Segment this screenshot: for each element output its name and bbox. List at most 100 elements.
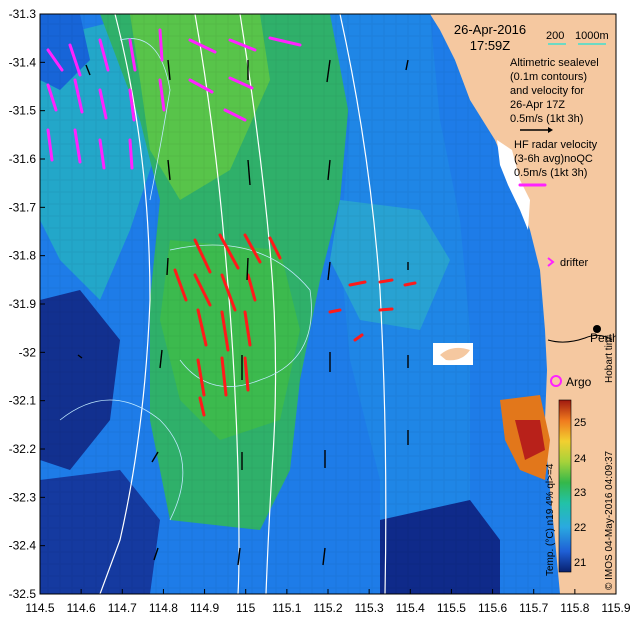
x-tick-label: 114.7 xyxy=(108,601,137,615)
radar-vector xyxy=(198,396,206,417)
radar-vector xyxy=(220,356,228,397)
drifter-legend: drifter xyxy=(547,257,588,269)
drifter-vector xyxy=(228,38,257,52)
isobath-1000-label: 1000m xyxy=(575,30,609,42)
radar-vector xyxy=(193,238,212,274)
rottnest-island xyxy=(440,347,470,361)
y-tick-label: -32.3 xyxy=(9,490,37,504)
radar-legend: HF radar velocity (3-6h avg)noQC 0.5m/s … xyxy=(514,139,598,179)
radar-vector xyxy=(243,310,252,347)
altimetry-scale-arrowhead xyxy=(548,127,553,133)
radar-legend-scale: 0.5m/s (1kt 3h) xyxy=(514,167,587,179)
map-date: 26-Apr-2016 xyxy=(454,22,526,37)
drifter-vector xyxy=(68,43,82,77)
x-tick-label: 115.8 xyxy=(560,601,589,615)
drifter-vector xyxy=(188,78,214,94)
y-tick-label: -31.9 xyxy=(9,297,37,311)
y-tick-label: -32.4 xyxy=(9,539,37,553)
drifter-vector xyxy=(158,78,166,112)
drifter-vector xyxy=(73,78,84,114)
altimetry-vectors xyxy=(77,59,409,566)
isobath-200m xyxy=(194,14,240,594)
x-tick-label: 115.6 xyxy=(478,601,507,615)
drifter-vector xyxy=(228,76,254,90)
radar-vector xyxy=(220,310,230,352)
x-tick-label: 115.2 xyxy=(313,601,342,615)
isobath-200-label: 200 xyxy=(546,30,564,42)
colorbar: 25 24 23 22 21 Temp. (°C) n19 4% ql>=4 xyxy=(545,399,586,576)
radar-vector xyxy=(403,281,417,287)
colorbar-tick-23: 23 xyxy=(574,487,586,499)
colorbar-tick-22: 22 xyxy=(574,522,586,534)
altimetry-vector xyxy=(151,451,159,463)
radar-legend-line1: HF radar velocity xyxy=(514,139,598,151)
radar-vector xyxy=(243,233,262,264)
altimetry-legend-line3: and velocity for xyxy=(510,85,584,97)
drifter-vector xyxy=(46,83,58,112)
altimetry-vector xyxy=(405,59,409,71)
drifter-vector xyxy=(46,128,54,162)
drifter-legend-marker xyxy=(547,257,555,267)
x-tick-label: 115.1 xyxy=(272,601,301,615)
radar-vector xyxy=(268,236,282,260)
perth-label: Perth xyxy=(590,331,619,345)
x-tick-label: 114.9 xyxy=(190,601,219,615)
sealevel-contour-1 xyxy=(119,38,171,201)
x-tick-label: 115.3 xyxy=(355,601,384,615)
drifter-vector xyxy=(98,38,110,72)
altimetry-vector xyxy=(159,349,163,369)
altimetry-vector xyxy=(247,159,251,186)
altimetry-vector xyxy=(153,547,159,561)
x-tick-label: 114.5 xyxy=(25,601,54,615)
x-tick-label: 115.4 xyxy=(396,601,425,615)
radar-vector xyxy=(378,278,394,284)
y-tick-label: -32.1 xyxy=(9,394,37,408)
drifter-vector xyxy=(128,38,137,72)
x-tick-label: 115.9 xyxy=(601,601,630,615)
radar-vector xyxy=(173,268,188,302)
y-axis: -31.3 -31.4 -31.5 -31.6 -31.7 -31.8 -31.9 -32 -3… xyxy=(9,7,45,601)
y-tick-label: -31.8 xyxy=(9,249,37,263)
sealevel-contour-3 xyxy=(59,399,184,521)
altimetry-vector xyxy=(167,159,171,181)
drifter-vector xyxy=(98,88,108,120)
x-tick-label: 115.5 xyxy=(437,601,466,615)
altimetry-vector xyxy=(85,64,91,76)
radar-vector xyxy=(193,273,212,307)
altimetry-vector xyxy=(166,257,169,276)
coastal-cloud-strip xyxy=(497,140,530,230)
radar-vector xyxy=(378,307,394,312)
argo-label: Argo xyxy=(566,375,592,389)
map-time: 17:59Z xyxy=(470,38,511,53)
altimetry-legend: Altimetric sealevel (0.1m contours) and … xyxy=(510,57,599,133)
colorbar-tick-21: 21 xyxy=(574,557,586,569)
altimetry-legend-line4: 26-Apr 17Z xyxy=(510,99,565,111)
drifter-vector xyxy=(73,128,82,164)
x-tick-label: 115.7 xyxy=(519,601,548,615)
drifter-vector xyxy=(128,138,134,170)
drifter-legend-label: drifter xyxy=(560,257,588,269)
y-tick-label: -31.4 xyxy=(9,55,37,69)
y-tick-label: -32 xyxy=(19,345,37,359)
y-tick-label: -31.3 xyxy=(9,7,37,21)
altimetry-legend-line2: (0.1m contours) xyxy=(510,71,587,83)
radar-vector xyxy=(243,356,250,392)
y-tick-label: -32.5 xyxy=(9,587,37,601)
drifter-vector xyxy=(188,38,217,54)
altimetry-vector xyxy=(167,59,171,81)
drifter-vector xyxy=(268,36,302,47)
radar-vector xyxy=(196,358,206,397)
radar-vector xyxy=(246,273,257,302)
colorbar-title: Temp. (°C) n19 4% ql>=4 xyxy=(545,463,556,576)
y-tick-label: -31.6 xyxy=(9,152,37,166)
sealevel-contour-2 xyxy=(169,244,312,387)
y-tick-label: -31.5 xyxy=(9,104,37,118)
drifter-vector xyxy=(46,48,64,72)
colorbar-tick-25: 25 xyxy=(574,417,586,429)
altimetry-vector xyxy=(246,257,249,281)
header-block: 26-Apr-2016 17:59Z 200 1000m xyxy=(454,22,609,53)
altimetry-legend-scale: 0.5m/s (1kt 3h) xyxy=(510,113,583,125)
radar-vector xyxy=(220,273,237,312)
radar-vector xyxy=(328,308,342,314)
swan-river xyxy=(547,334,613,343)
